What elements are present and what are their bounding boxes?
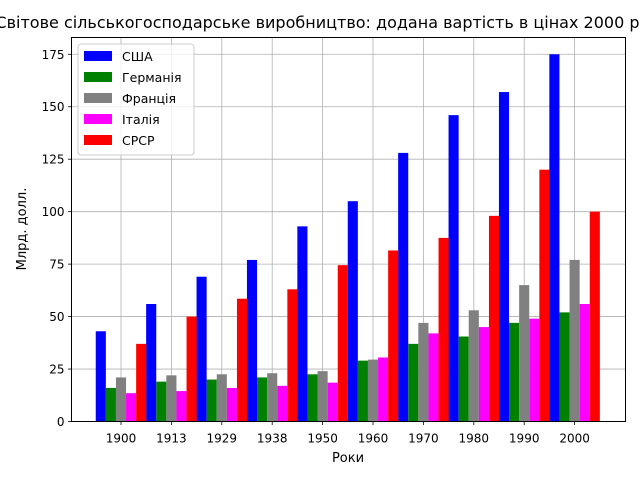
x-axis-ticks: 1900 1913 1929 1938 1950 1960 1970 1980 1990 2000 — [106, 421, 590, 446]
y-axis-ticks: 0 25 50 75 100 125 150 175 — [42, 48, 72, 429]
legend-label: Франція — [122, 91, 176, 106]
y-tick-label: 125 — [42, 153, 65, 167]
bar — [428, 333, 439, 422]
bar — [196, 276, 207, 422]
bar — [126, 393, 137, 422]
bar — [357, 360, 368, 422]
bar — [186, 316, 197, 422]
bar — [438, 237, 449, 422]
bars — [95, 54, 600, 422]
bar — [488, 215, 500, 422]
bar — [136, 343, 147, 422]
x-tick-label: 1913 — [156, 432, 187, 446]
legend-box — [77, 43, 195, 156]
x-tick-label: 1938 — [257, 432, 288, 446]
bar — [115, 377, 127, 422]
bar — [498, 92, 510, 422]
bar — [317, 371, 328, 422]
x-tick-label: 1970 — [408, 432, 439, 446]
bar — [226, 387, 237, 422]
x-tick-label: 1900 — [106, 432, 137, 446]
bar — [529, 318, 540, 422]
bar — [367, 359, 379, 422]
bar — [95, 331, 106, 422]
bar — [216, 374, 227, 422]
bar — [337, 265, 348, 422]
bar — [589, 211, 600, 422]
bar — [448, 115, 459, 422]
bar — [257, 377, 268, 422]
legend-label: СРСР — [122, 133, 155, 148]
bar — [297, 226, 308, 422]
x-tick-label: 1950 — [307, 432, 338, 446]
bar — [478, 327, 489, 422]
bar — [267, 373, 278, 422]
bar — [418, 322, 429, 422]
bar — [559, 312, 570, 422]
x-tick-label: 2000 — [559, 432, 590, 446]
legend-swatch — [84, 114, 112, 124]
bar — [287, 289, 298, 422]
bar — [458, 336, 469, 422]
chart-title: Світове сільськогосподарське виробництво… — [0, 13, 640, 32]
bar — [146, 303, 157, 422]
bar — [398, 152, 409, 422]
bar — [408, 343, 419, 422]
bar — [539, 169, 550, 422]
bar — [378, 357, 389, 422]
y-tick-label: 0 — [57, 415, 65, 429]
bar — [468, 310, 479, 422]
legend-swatch — [84, 93, 112, 103]
y-tick-label: 150 — [42, 100, 65, 114]
y-axis-label: Млрд. долл. — [15, 188, 30, 271]
legend-swatch — [84, 135, 112, 145]
bar — [549, 54, 560, 422]
y-tick-label: 75 — [49, 258, 64, 272]
bar — [569, 259, 580, 422]
y-tick-label: 50 — [49, 310, 64, 324]
legend-label: Італія — [122, 112, 160, 127]
bar — [307, 374, 318, 422]
bar — [105, 387, 116, 422]
bar — [579, 303, 590, 422]
bar — [388, 250, 399, 422]
bar — [277, 385, 288, 422]
plot-frame — [71, 37, 626, 422]
legend-swatch — [84, 51, 112, 61]
legend-label: США — [122, 49, 153, 64]
bar — [166, 375, 177, 422]
x-tick-label: 1960 — [358, 432, 389, 446]
y-tick-label: 100 — [42, 205, 65, 219]
bar — [327, 382, 338, 422]
x-axis-label: Роки — [332, 451, 364, 466]
bar — [176, 391, 187, 422]
legend: США Германія Франція Італія СРСР — [77, 43, 195, 156]
bar — [156, 381, 167, 422]
bar — [206, 379, 217, 422]
bar — [246, 259, 258, 422]
bar — [347, 201, 358, 422]
x-tick-label: 1929 — [207, 432, 238, 446]
y-tick-label: 175 — [42, 48, 65, 62]
x-tick-label: 1990 — [509, 432, 540, 446]
bar — [519, 285, 530, 422]
y-tick-label: 25 — [49, 363, 64, 377]
bar — [509, 322, 520, 422]
x-tick-label: 1980 — [459, 432, 490, 446]
bar — [236, 298, 248, 422]
legend-swatch — [84, 72, 112, 82]
legend-label: Германія — [122, 70, 182, 85]
